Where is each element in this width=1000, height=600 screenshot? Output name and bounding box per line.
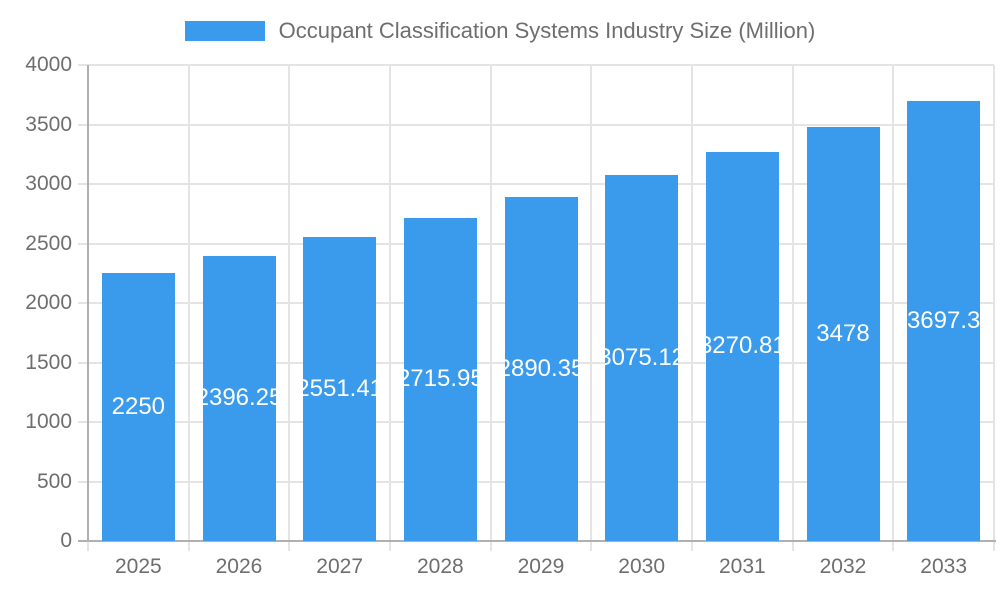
x-gridline [590, 65, 593, 551]
bar[interactable]: 2396.25 [202, 255, 276, 541]
bar-value-label: 2551.41 [303, 375, 376, 403]
x-gridline [288, 65, 291, 551]
bar-value-label: 2250 [111, 393, 166, 421]
x-gridline [791, 65, 794, 551]
legend[interactable]: Occupant Classification Systems Industry… [0, 18, 1000, 44]
y-tick-label: 1000 [25, 410, 72, 433]
x-gridline [892, 65, 895, 551]
y-tick-label: 1500 [25, 350, 72, 374]
x-tick-label: 2027 [316, 555, 364, 578]
bar-value-label: 2396.25 [203, 384, 276, 412]
y-axis-line [87, 65, 89, 541]
y-gridline [78, 183, 994, 185]
x-tick-label: 2029 [517, 555, 565, 578]
x-tick-label: 2028 [416, 555, 464, 578]
bar[interactable]: 2890.35 [504, 197, 578, 541]
bar-value-label: 3697.3 [907, 307, 981, 334]
y-tick-label: 4000 [25, 53, 72, 76]
bar-value-label: 3478 [816, 320, 870, 348]
bar[interactable]: 3478 [806, 127, 880, 541]
y-tick-label: 500 [36, 469, 72, 493]
x-tick-label: 2033 [920, 555, 968, 578]
y-gridline [78, 64, 994, 66]
y-tick-label: 3500 [25, 112, 72, 136]
bar[interactable]: 2250 [101, 273, 175, 541]
y-gridline [78, 123, 994, 126]
bar[interactable]: 2715.95 [403, 217, 477, 541]
bar[interactable]: 3075.12 [605, 175, 679, 541]
y-tick-label: 3000 [25, 172, 72, 195]
bar[interactable]: 3270.81 [705, 151, 779, 541]
x-tick-label: 2031 [718, 555, 766, 578]
bar-value-label: 3075.12 [605, 344, 678, 372]
x-gridline [691, 65, 693, 551]
y-tick-label: 2000 [25, 291, 72, 314]
x-tick-label: 2025 [114, 555, 162, 578]
y-tick-label: 0 [60, 529, 72, 552]
x-gridline [187, 65, 190, 551]
legend-label: Occupant Classification Systems Industry… [278, 18, 816, 43]
y-tick-label: 2500 [25, 231, 72, 255]
x-gridline [993, 65, 995, 551]
x-tick-label: 2032 [819, 555, 867, 578]
bar[interactable]: 3697.3 [907, 101, 981, 541]
x-tick-label: 2026 [215, 555, 263, 578]
bar-value-label: 2890.35 [505, 355, 578, 383]
x-gridline [389, 65, 391, 551]
x-gridline [489, 65, 492, 551]
legend-swatch [184, 21, 265, 41]
x-axis-line [78, 540, 996, 542]
bar-value-label: 2715.95 [404, 365, 477, 393]
bar[interactable]: 2551.41 [303, 237, 377, 541]
bar-value-label: 3270.81 [706, 332, 779, 360]
x-tick-label: 2030 [618, 555, 666, 578]
